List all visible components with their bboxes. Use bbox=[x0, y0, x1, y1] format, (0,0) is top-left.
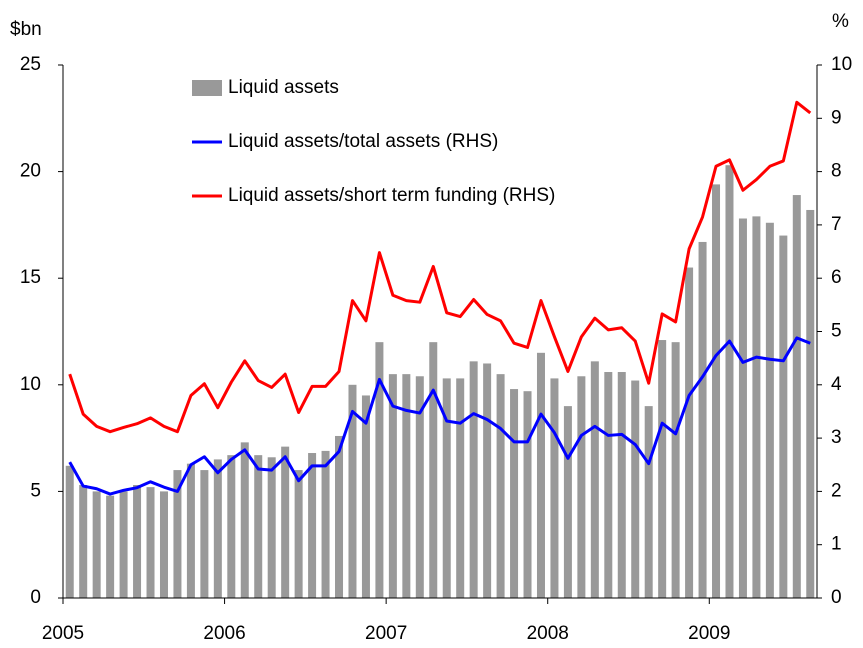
bar bbox=[308, 453, 317, 598]
bar bbox=[712, 184, 721, 598]
bar bbox=[469, 361, 478, 598]
bar bbox=[402, 374, 411, 598]
bar bbox=[321, 450, 330, 598]
bar bbox=[577, 376, 586, 598]
bar bbox=[483, 363, 492, 598]
bar bbox=[671, 342, 680, 598]
y-tick-label: 10 bbox=[20, 374, 41, 395]
bar bbox=[106, 495, 115, 598]
y2-tick-label: 4 bbox=[831, 374, 842, 395]
x-tick-label: 2005 bbox=[42, 623, 84, 644]
bar bbox=[146, 487, 155, 598]
bar bbox=[779, 235, 788, 598]
bar bbox=[415, 376, 424, 598]
bar bbox=[550, 378, 559, 598]
bar bbox=[281, 446, 290, 598]
bar bbox=[536, 352, 545, 598]
bar bbox=[496, 374, 505, 598]
bar bbox=[388, 374, 397, 598]
bar bbox=[725, 165, 734, 599]
bar bbox=[617, 372, 626, 598]
bar bbox=[294, 470, 303, 598]
line bbox=[68, 336, 811, 496]
y2-tick-label: 10 bbox=[831, 54, 852, 75]
bar bbox=[361, 395, 370, 598]
legend-swatch bbox=[192, 80, 222, 96]
bar bbox=[792, 195, 801, 598]
bar bbox=[752, 216, 761, 598]
x-tick-label: 2006 bbox=[203, 623, 245, 644]
legend-label: Liquid assets/short term funding (RHS) bbox=[228, 185, 555, 206]
bar bbox=[590, 361, 599, 598]
legend-label: Liquid assets bbox=[228, 77, 339, 98]
x-tick-label: 2008 bbox=[527, 623, 569, 644]
bar bbox=[200, 470, 209, 598]
bar bbox=[429, 342, 438, 598]
legend-label: Liquid assets/total assets (RHS) bbox=[228, 131, 498, 152]
y2-tick-label: 3 bbox=[831, 427, 842, 448]
bar bbox=[92, 491, 101, 598]
bar bbox=[658, 340, 667, 598]
bar bbox=[254, 455, 263, 598]
y2-tick-label: 1 bbox=[831, 534, 842, 555]
bar bbox=[65, 465, 74, 598]
bar bbox=[348, 384, 357, 598]
bar bbox=[79, 485, 88, 598]
bar bbox=[159, 491, 168, 598]
y2-tick-label: 0 bbox=[831, 587, 842, 608]
y-axis-title: $bn bbox=[10, 19, 42, 40]
bar bbox=[442, 378, 451, 598]
y-tick-label: 25 bbox=[20, 54, 41, 75]
bar bbox=[267, 457, 276, 598]
bar bbox=[644, 406, 653, 598]
bar bbox=[375, 342, 384, 598]
y2-tick-label: 9 bbox=[831, 107, 842, 128]
bar bbox=[133, 485, 142, 598]
y2-tick-label: 6 bbox=[831, 267, 842, 288]
bar bbox=[685, 267, 694, 598]
x-tick-label: 2007 bbox=[365, 623, 407, 644]
y-tick-label: 5 bbox=[30, 480, 41, 501]
y2-tick-label: 7 bbox=[831, 214, 842, 235]
line bbox=[68, 100, 812, 434]
y-tick-label: 20 bbox=[20, 161, 41, 182]
bar bbox=[240, 442, 249, 598]
bar bbox=[119, 491, 128, 598]
bar bbox=[227, 455, 236, 598]
bar bbox=[631, 380, 640, 598]
y2-tick-label: 8 bbox=[831, 161, 842, 182]
bar bbox=[523, 391, 532, 598]
bar bbox=[335, 435, 344, 598]
bar bbox=[213, 459, 222, 598]
bar bbox=[698, 241, 707, 598]
bar bbox=[765, 222, 774, 598]
x-tick-label: 2009 bbox=[688, 623, 730, 644]
bar bbox=[510, 389, 519, 598]
y2-tick-label: 5 bbox=[831, 321, 842, 342]
y2-tick-label: 2 bbox=[831, 480, 842, 501]
bar bbox=[186, 463, 195, 598]
bar bbox=[456, 378, 465, 598]
bar bbox=[604, 372, 613, 598]
bar bbox=[738, 218, 747, 598]
y-tick-label: 15 bbox=[20, 267, 41, 288]
bar bbox=[563, 406, 572, 598]
bar bbox=[806, 209, 815, 598]
y-tick-label: 0 bbox=[30, 587, 41, 608]
y2-axis-title: % bbox=[832, 11, 849, 32]
bar bbox=[173, 470, 182, 598]
